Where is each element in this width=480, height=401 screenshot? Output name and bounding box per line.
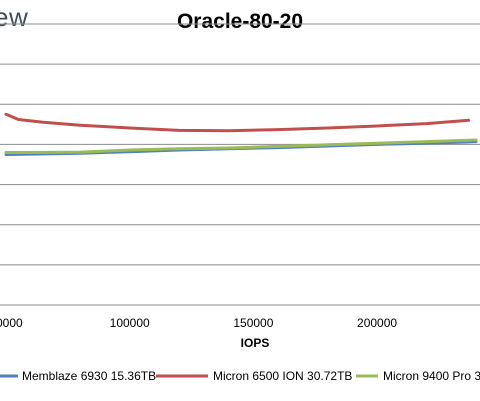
gridlines (0, 23, 480, 306)
x-tick-label-3: 200000 (357, 316, 397, 330)
legend: Memblaze 6930 15.36TB Micron 6500 ION 30.… (0, 369, 480, 383)
logo-watermark: ew (0, 2, 29, 32)
x-tick-label-0: 00000 (0, 316, 23, 330)
x-axis-ticks: 00000 100000 150000 200000 (0, 316, 397, 330)
legend-label-2: Micron 9400 Pro 3 (383, 369, 480, 383)
legend-label-0: Memblaze 6930 15.36TB (22, 369, 156, 383)
series-lines (4, 112, 478, 156)
x-tick-label-1: 100000 (110, 316, 150, 330)
x-tick-label-2: 150000 (233, 316, 273, 330)
chart-title: Oracle-80-20 (176, 10, 304, 33)
legend-label-1: Micron 6500 ION 30.72TB (213, 369, 352, 383)
series-line-2 (4, 138, 478, 154)
x-axis-title: IOPS (241, 336, 270, 350)
series-line-1 (4, 112, 471, 133)
